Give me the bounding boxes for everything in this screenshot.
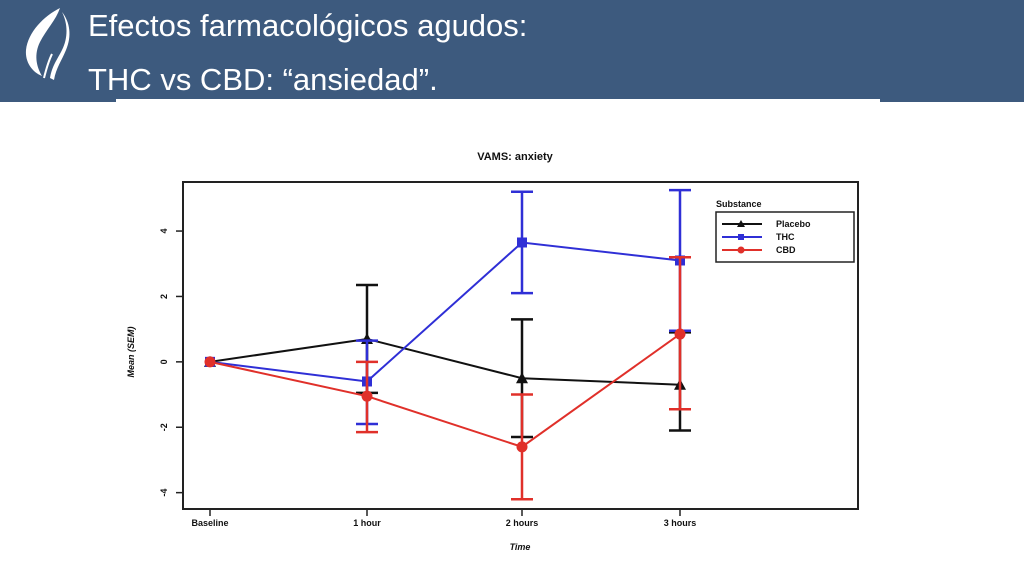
vams-anxiety-chart: VAMS: anxiety -4 -2 0 2 4 Baseline 1 hour 2 ho… xyxy=(126,151,859,552)
title-underline xyxy=(116,99,880,102)
slide-title-line-1: Efectos farmacológicos agudos: xyxy=(88,8,528,43)
y-tick-label: -4 xyxy=(159,489,169,497)
data-point xyxy=(674,328,686,340)
data-point xyxy=(516,372,528,384)
data-point xyxy=(361,390,373,402)
y-axis: -4 -2 0 2 4 xyxy=(159,229,183,497)
x-axis: Baseline 1 hour 2 hours 3 hours xyxy=(191,509,696,528)
legend-label: Placebo xyxy=(776,219,811,229)
x-tick-label: Baseline xyxy=(191,518,228,528)
y-tick-label: 2 xyxy=(159,294,169,299)
leaf-face-logo-icon xyxy=(25,8,70,80)
series-thc xyxy=(205,188,691,426)
slide-header: Efectos farmacológicos agudos: THC vs CB… xyxy=(0,0,1024,102)
data-point xyxy=(517,237,527,248)
legend-label: CBD xyxy=(776,245,796,255)
y-tick-label: 0 xyxy=(159,359,169,364)
data-point xyxy=(204,356,216,368)
data-point xyxy=(516,441,528,453)
x-tick-label: 3 hours xyxy=(664,518,697,528)
legend-marker xyxy=(737,246,745,254)
x-tick-label: 2 hours xyxy=(506,518,539,528)
y-tick-label: 4 xyxy=(159,229,169,234)
series-layer xyxy=(204,188,691,501)
plot-frame xyxy=(182,181,859,510)
x-tick-label: 1 hour xyxy=(353,518,381,528)
series-line xyxy=(209,337,681,386)
legend-marker xyxy=(737,220,745,227)
legend: Substance Placebo THC CBD xyxy=(715,199,855,263)
slide-title-line-2: THC vs CBD: “ansiedad”. xyxy=(88,62,438,97)
legend-marker xyxy=(738,234,744,240)
y-axis-title: Mean (SEM) xyxy=(126,326,136,377)
series-placebo xyxy=(204,283,691,439)
series-cbd xyxy=(204,255,691,501)
series-line xyxy=(209,241,681,383)
x-axis-title: Time xyxy=(510,542,531,552)
legend-label: THC xyxy=(776,232,795,242)
legend-title: Substance xyxy=(716,199,762,209)
series-line xyxy=(209,333,681,448)
chart-title: VAMS: anxiety xyxy=(477,151,553,163)
y-tick-label: -2 xyxy=(159,423,169,431)
